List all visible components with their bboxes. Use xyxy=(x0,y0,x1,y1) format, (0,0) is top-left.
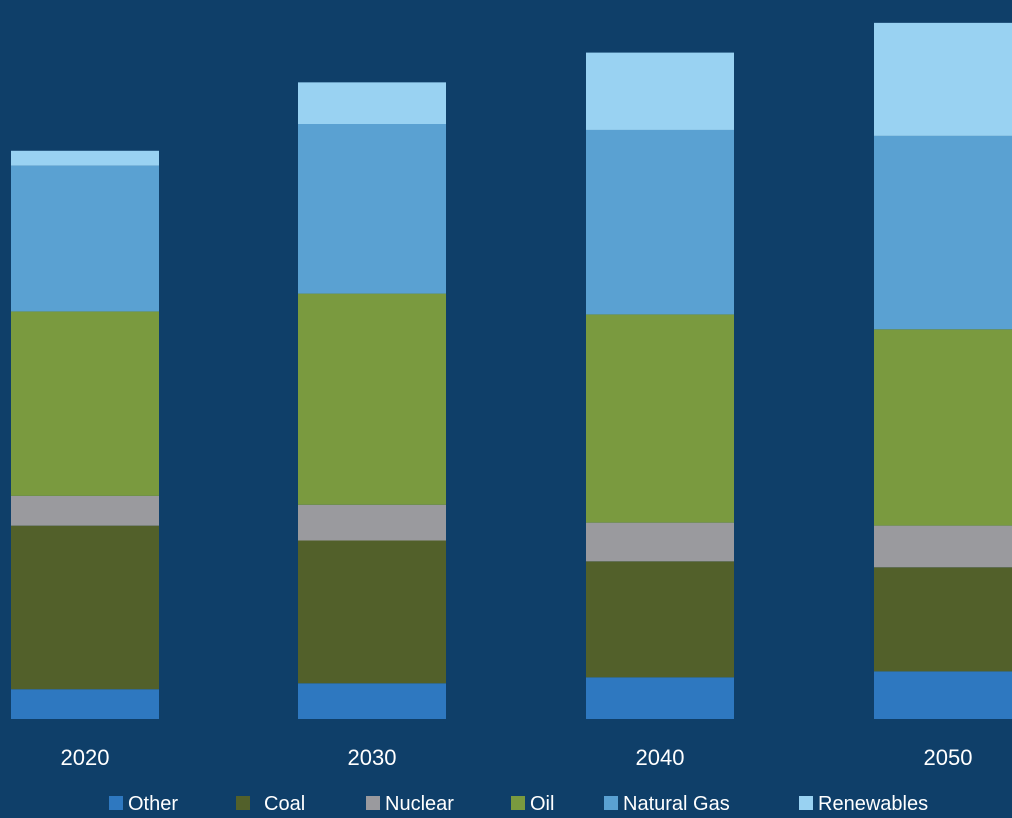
legend-swatch-natural-gas xyxy=(604,796,618,810)
bar-segment-renewables-2040 xyxy=(586,52,734,130)
legend: Other Coal Nuclear Oil Natural Gas Renewables xyxy=(109,793,928,815)
bar-segment-nuclear-2040 xyxy=(586,522,734,562)
legend-swatch-coal xyxy=(236,796,250,810)
bar-segment-nuclear-2030 xyxy=(298,504,446,541)
x-tick-label-2030: 2030 xyxy=(348,745,397,770)
legend-swatch-oil xyxy=(511,796,525,810)
legend-item-other: Other xyxy=(109,793,178,815)
legend-item-nuclear: Nuclear xyxy=(366,793,454,815)
legend-label-natural-gas: Natural Gas xyxy=(623,793,730,815)
legend-item-coal: Coal xyxy=(236,793,305,815)
bar-segment-renewables-2030 xyxy=(298,82,446,124)
legend-item-oil: Oil xyxy=(511,793,554,815)
bar-segment-nuclear-2020 xyxy=(11,495,159,526)
legend-label-oil: Oil xyxy=(530,793,554,815)
bar-segment-natural-gas-2050 xyxy=(874,135,1012,330)
legend-label-coal: Coal xyxy=(264,793,305,815)
legend-swatch-renewables xyxy=(799,796,813,810)
bar-segment-other-2040 xyxy=(586,677,734,719)
legend-swatch-other xyxy=(109,796,123,810)
x-tick-labels: 2020 2030 2040 2050 xyxy=(61,745,973,770)
bar-segment-other-2050 xyxy=(874,671,1012,719)
legend-label-renewables: Renewables xyxy=(818,793,928,815)
bar-segment-coal-2040 xyxy=(586,561,734,678)
legend-label-other: Other xyxy=(128,793,178,815)
legend-label-nuclear: Nuclear xyxy=(385,793,454,815)
bar-segment-oil-2040 xyxy=(586,314,734,523)
bar-segment-natural-gas-2030 xyxy=(298,124,446,294)
legend-item-natural-gas: Natural Gas xyxy=(604,793,730,815)
bar-segment-nuclear-2050 xyxy=(874,525,1012,568)
bar-segment-natural-gas-2040 xyxy=(586,129,734,315)
bar-segment-other-2030 xyxy=(298,683,446,719)
bar-segment-oil-2020 xyxy=(11,311,159,496)
bar-segment-oil-2050 xyxy=(874,329,1012,526)
bar-segment-coal-2050 xyxy=(874,567,1012,672)
bar-segment-natural-gas-2020 xyxy=(11,165,159,312)
x-tick-label-2040: 2040 xyxy=(636,745,685,770)
bar-segment-renewables-2050 xyxy=(874,22,1012,136)
x-tick-label-2050: 2050 xyxy=(924,745,973,770)
bars-group xyxy=(11,22,1012,719)
bar-segment-coal-2030 xyxy=(298,540,446,684)
legend-item-renewables: Renewables xyxy=(799,793,928,815)
legend-swatch-nuclear xyxy=(366,796,380,810)
x-tick-label-2020: 2020 xyxy=(61,745,110,770)
bar-segment-renewables-2020 xyxy=(11,150,159,166)
bar-segment-other-2020 xyxy=(11,689,159,719)
bar-segment-coal-2020 xyxy=(11,525,159,690)
bar-segment-oil-2030 xyxy=(298,293,446,505)
